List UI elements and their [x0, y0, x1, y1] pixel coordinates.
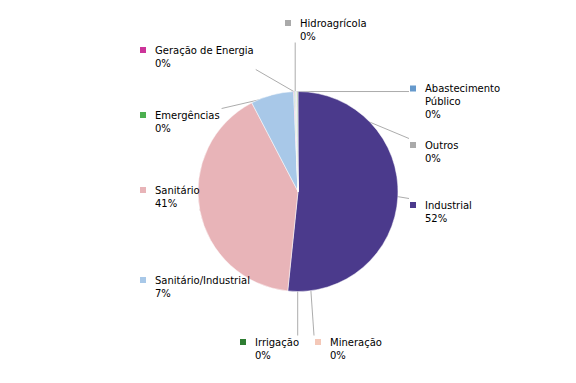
annotation-category: Sanitário	[155, 185, 200, 196]
pie-slice	[296, 92, 298, 192]
annotation-category: Outros	[425, 140, 458, 151]
annotation-category: Mineração	[330, 337, 382, 348]
annotation: Hidroagrícola 0%	[285, 18, 367, 42]
pie-slice	[297, 92, 299, 192]
annotation-category: Abastecimento	[425, 83, 500, 94]
annotation-text: Emergências 0%	[155, 110, 220, 134]
annotation-text: Irrigação 0%	[255, 337, 299, 361]
pie-slice	[288, 92, 398, 292]
annotation-value: 0%	[425, 109, 441, 120]
annotation-category: Geração de Energia	[155, 45, 254, 56]
annotation: Mineração 0%	[315, 337, 382, 361]
annotation-category: Hidroagrícola	[300, 18, 367, 29]
leader-line	[256, 70, 294, 92]
annotation-value: 0%	[300, 31, 316, 42]
annotation-category: Público	[425, 96, 461, 107]
annotation-text: Geração de Energia 0%	[155, 45, 254, 69]
annotation-text: Sanitário 41%	[155, 185, 200, 209]
chart: Industrial 52% Sanitário 41% Sanitário/Indus…	[0, 0, 576, 383]
annotation-value: 0%	[155, 58, 171, 69]
leader-line	[296, 91, 409, 92]
annotation-value: 41%	[155, 198, 177, 209]
annotation-value: 52%	[425, 213, 447, 224]
color-swatch	[285, 20, 291, 26]
annotation-category: Industrial	[425, 200, 472, 211]
color-swatch	[140, 112, 146, 118]
color-swatch	[410, 142, 416, 148]
annotation-text: Industrial 52%	[425, 200, 472, 224]
annotation-value: 0%	[255, 350, 271, 361]
leader-line	[295, 43, 296, 92]
annotation-text: Outros 0%	[425, 140, 458, 164]
leader-line	[398, 197, 409, 199]
annotation: Irrigação 0%	[240, 337, 299, 361]
pie-slice	[294, 92, 298, 192]
annotation: Sanitário/Industrial 7%	[140, 275, 250, 299]
annotation: Abastecimento Público 0%	[410, 83, 500, 120]
annotation: Sanitário 41%	[140, 185, 200, 209]
color-swatch	[410, 86, 416, 92]
annotation: Emergências 0%	[140, 110, 220, 134]
annotation-category: Irrigação	[255, 337, 299, 348]
pie	[198, 92, 398, 292]
annotation-text: Hidroagrícola 0%	[300, 18, 367, 42]
annotations: Industrial 52% Sanitário 41% Sanitário/Indus…	[140, 18, 500, 361]
annotation-category: Emergências	[155, 110, 220, 121]
pie-slice	[294, 92, 298, 192]
annotation: Geração de Energia 0%	[140, 45, 254, 69]
color-swatch	[140, 47, 146, 53]
pie-slice	[295, 92, 298, 192]
annotation: Industrial 52%	[410, 200, 472, 224]
annotation: Outros 0%	[410, 140, 458, 164]
color-swatch	[140, 277, 146, 283]
color-swatch	[315, 339, 321, 345]
annotation-value: 7%	[155, 288, 171, 299]
pie-slice	[296, 92, 298, 192]
annotation-category: Sanitário/Industrial	[155, 275, 250, 286]
color-swatch	[240, 339, 246, 345]
annotation-text: Sanitário/Industrial 7%	[155, 275, 250, 299]
annotation-text: Mineração 0%	[330, 337, 382, 361]
pie-slice	[297, 92, 298, 192]
color-swatch	[140, 187, 146, 193]
annotation-value: 0%	[155, 123, 171, 134]
color-swatch	[410, 202, 416, 208]
annotation-text: Abastecimento Público 0%	[425, 83, 500, 120]
annotation-value: 0%	[425, 153, 441, 164]
annotation-value: 0%	[330, 350, 346, 361]
pie-slice	[252, 92, 298, 192]
